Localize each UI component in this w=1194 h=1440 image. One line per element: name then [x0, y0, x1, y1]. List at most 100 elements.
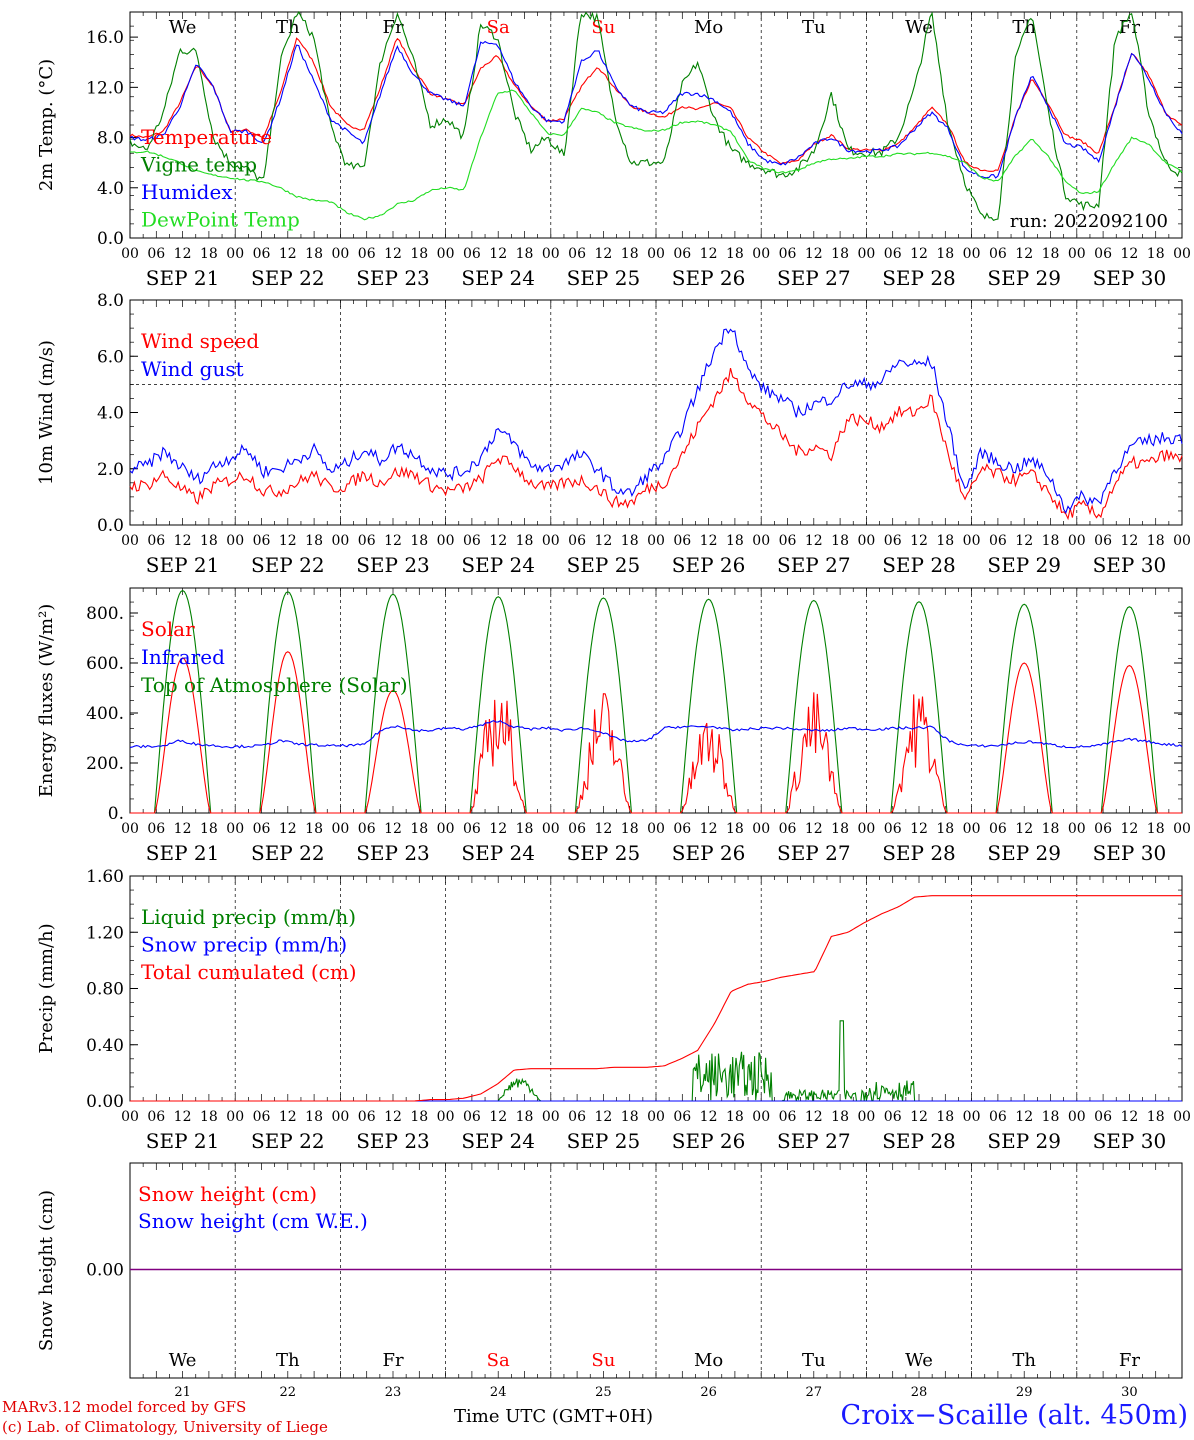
hour-tick-label: 12: [910, 246, 928, 262]
hour-tick-label: 06: [463, 821, 481, 837]
hour-tick-label: 06: [463, 533, 481, 549]
hour-tick-label: 00: [752, 246, 770, 262]
day-name: Mo: [694, 1350, 723, 1371]
legend-temperature: Temperature: [141, 125, 272, 149]
date-label: SEP 24: [461, 841, 535, 865]
hour-tick-label: 06: [779, 821, 797, 837]
hour-tick-label: 18: [831, 246, 849, 262]
hour-tick-label: 06: [147, 1109, 165, 1125]
hour-tick-label: 18: [726, 821, 744, 837]
hour-tick-label: 18: [305, 533, 323, 549]
hour-tick-label: 06: [253, 1109, 271, 1125]
hour-tick-label: 00: [963, 821, 981, 837]
hour-tick-label: 06: [779, 533, 797, 549]
day-name: We: [905, 17, 933, 38]
y-tick-label: 0.: [108, 804, 124, 824]
hour-tick-label: 06: [568, 246, 586, 262]
hour-tick-label: 18: [516, 1109, 534, 1125]
hour-tick-label: 06: [1094, 1109, 1112, 1125]
hour-tick-label: 00: [226, 533, 244, 549]
date-label: SEP 22: [251, 1129, 325, 1153]
series-line-wind-speed: [129, 367, 1183, 521]
hour-tick-label: 00: [647, 821, 665, 837]
hour-tick-label: 00: [121, 821, 139, 837]
day-name: Su: [591, 17, 615, 38]
hour-tick-label: 00: [542, 246, 560, 262]
legend-liquid-precip-mm-h-: Liquid precip (mm/h): [141, 905, 356, 929]
hour-tick-label: 18: [1042, 533, 1060, 549]
date-label: SEP 29: [987, 553, 1061, 577]
date-label: SEP 30: [1093, 841, 1167, 865]
legend-snow-height-cm-: Snow height (cm): [138, 1182, 317, 1206]
hour-tick-label: 00: [437, 246, 455, 262]
y-axis-label: Precip (mm/h): [36, 923, 57, 1053]
hour-tick-label: 18: [200, 246, 218, 262]
y-tick-label: 0.00: [86, 1092, 124, 1112]
hour-tick-label: 00: [1173, 533, 1191, 549]
series-line-humidex: [129, 40, 1183, 179]
hour-tick-label: 00: [437, 1109, 455, 1125]
y-tick-label: 0.0: [97, 516, 124, 536]
y-axis-label: Energy fluxes (W/m²): [36, 604, 57, 798]
hour-tick-label: 18: [1042, 1109, 1060, 1125]
hour-tick-label: 00: [1173, 821, 1191, 837]
hour-tick-label: 06: [568, 821, 586, 837]
hour-tick-label: 06: [989, 246, 1007, 262]
day-number: 25: [595, 1385, 612, 1400]
hour-tick-label: 00: [857, 1109, 875, 1125]
date-label: SEP 29: [987, 266, 1061, 290]
legend-humidex: Humidex: [141, 180, 233, 204]
hour-tick-label: 00: [857, 533, 875, 549]
series-line-total-cumulated: [130, 895, 1182, 1102]
hour-tick-label: 18: [305, 1109, 323, 1125]
y-tick-label: 0.00: [86, 1261, 124, 1281]
hour-tick-label: 06: [147, 246, 165, 262]
date-label: SEP 27: [777, 841, 851, 865]
y-tick-label: 0.0: [97, 229, 124, 249]
hour-tick-label: 18: [936, 533, 954, 549]
hour-tick-label: 12: [1015, 533, 1033, 549]
hour-tick-label: 18: [726, 246, 744, 262]
date-label: SEP 26: [672, 553, 746, 577]
date-label: SEP 25: [567, 266, 641, 290]
hour-tick-label: 12: [594, 533, 612, 549]
hour-tick-label: 12: [279, 821, 297, 837]
panel-frame: [129, 587, 1183, 814]
date-label: SEP 23: [356, 553, 430, 577]
hour-tick-label: 18: [200, 821, 218, 837]
date-label: SEP 23: [356, 841, 430, 865]
day-number: 24: [490, 1385, 507, 1400]
hour-tick-label: 00: [1068, 246, 1086, 262]
hour-tick-label: 12: [174, 1109, 192, 1125]
hour-tick-label: 00: [331, 246, 349, 262]
hour-tick-label: 12: [805, 246, 823, 262]
hour-tick-label: 00: [437, 533, 455, 549]
day-name: Su: [591, 1350, 615, 1371]
hour-tick-label: 06: [779, 246, 797, 262]
hour-tick-label: 00: [331, 1109, 349, 1125]
y-tick-label: 4.0: [97, 404, 124, 424]
hour-tick-label: 00: [963, 533, 981, 549]
day-name: Tu: [802, 1350, 826, 1371]
hour-tick-label: 18: [621, 1109, 639, 1125]
hour-tick-label: 06: [989, 1109, 1007, 1125]
hour-tick-label: 18: [1147, 246, 1165, 262]
hour-tick-label: 00: [226, 1109, 244, 1125]
hour-tick-label: 12: [805, 533, 823, 549]
day-number: 22: [280, 1385, 297, 1400]
hour-tick-label: 12: [700, 533, 718, 549]
hour-tick-label: 00: [437, 821, 455, 837]
panel-1: [129, 11, 1183, 239]
hour-tick-label: 12: [174, 246, 192, 262]
hour-tick-label: 12: [805, 821, 823, 837]
hour-tick-label: 00: [647, 246, 665, 262]
hour-tick-label: 00: [1068, 533, 1086, 549]
date-label: SEP 21: [146, 1129, 220, 1153]
hour-tick-label: 18: [831, 1109, 849, 1125]
hour-tick-label: 18: [516, 821, 534, 837]
hour-tick-label: 06: [884, 533, 902, 549]
date-label: SEP 30: [1093, 266, 1167, 290]
hour-tick-label: 00: [542, 821, 560, 837]
hour-tick-label: 00: [542, 533, 560, 549]
legend-total-cumulated-cm-: Total cumulated (cm): [141, 960, 357, 984]
